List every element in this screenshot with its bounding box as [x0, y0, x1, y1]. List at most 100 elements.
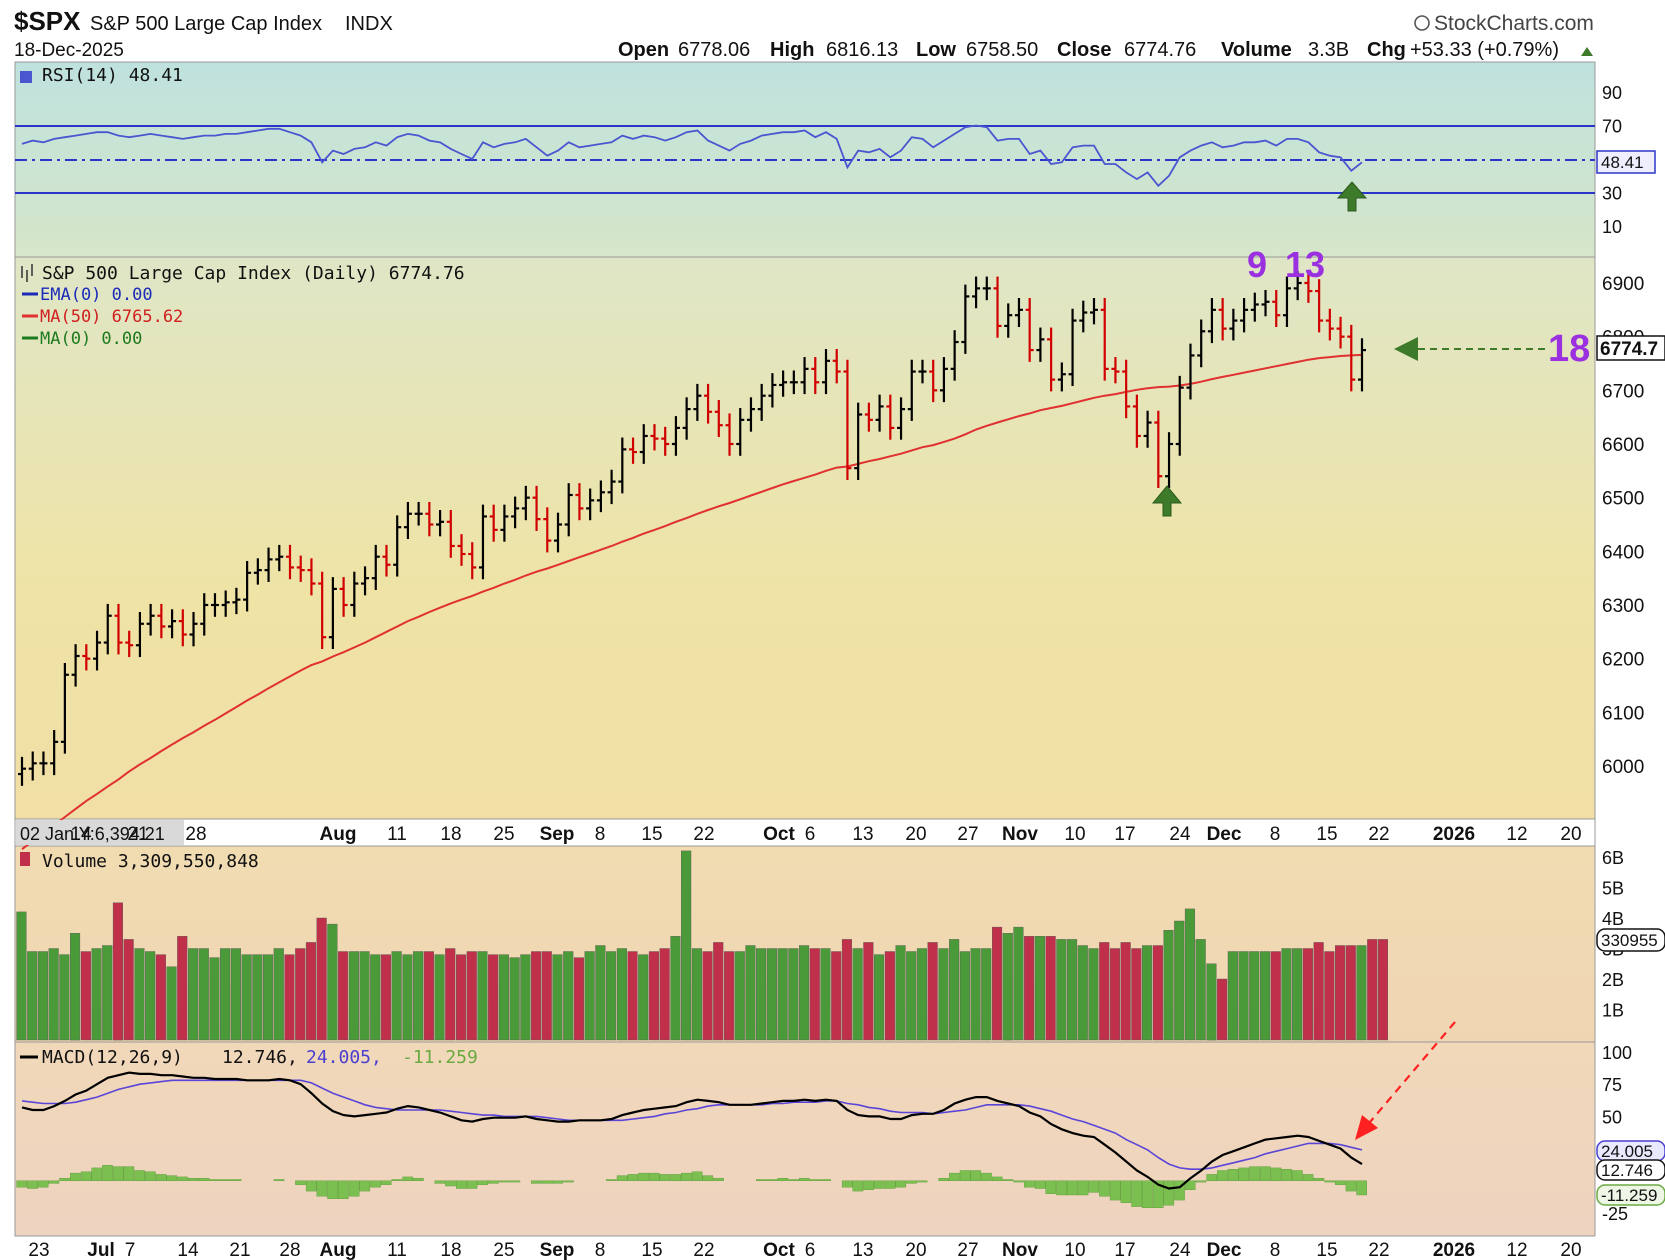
- rsi-tick-label: 70: [1602, 117, 1622, 137]
- price-bar: [843, 359, 852, 480]
- volume-bar: [252, 954, 263, 1041]
- macd-histogram-bar: [1313, 1177, 1325, 1181]
- chg-value: +53.33 (+0.79%): [1410, 39, 1559, 61]
- volume-bar: [498, 954, 509, 1041]
- macd-histogram-bar: [1238, 1167, 1250, 1182]
- macd-histogram-bar: [648, 1172, 660, 1181]
- x-tick-label: 15: [641, 824, 662, 845]
- rsi-panel: [14, 61, 1596, 258]
- volume-bar: [230, 948, 241, 1041]
- volume-bar: [1141, 945, 1153, 1041]
- macd-histogram-bar: [230, 1179, 242, 1181]
- price-bar: [564, 483, 573, 537]
- price-bar: [746, 397, 755, 432]
- x-tick-label: 13: [852, 824, 873, 845]
- price-bar: [607, 469, 616, 505]
- volume-bar: [145, 951, 156, 1041]
- x-tick-label: 6: [805, 1240, 816, 1260]
- macd-histogram-bar: [456, 1180, 467, 1189]
- price-bar: [114, 603, 123, 655]
- macd-histogram-bar: [1206, 1174, 1217, 1182]
- volume-bar: [48, 948, 59, 1041]
- macd-histogram-bar: [756, 1179, 767, 1181]
- macd-histogram-bar: [809, 1179, 821, 1181]
- x-tick-label: 11: [387, 1240, 407, 1260]
- volume-bar: [1345, 945, 1356, 1041]
- volume-bar: [155, 954, 166, 1041]
- volume-bar: [477, 951, 488, 1041]
- up-triangle-icon: [1581, 47, 1593, 56]
- x-tick-label: Aug: [320, 824, 357, 845]
- volume-bar: [520, 954, 531, 1041]
- price-bar: [253, 558, 262, 585]
- price-bar: [1068, 308, 1077, 387]
- price-bar: [221, 590, 230, 617]
- price-bar: [725, 413, 734, 456]
- volume-bar: [241, 954, 252, 1041]
- open-label: Open: [618, 39, 669, 61]
- price-tick-label: 6700: [1602, 381, 1644, 402]
- macd-histogram-bar: [691, 1171, 703, 1182]
- macd-histogram-bar: [884, 1180, 896, 1189]
- volume-bar: [316, 917, 327, 1041]
- price-bar: [446, 510, 455, 558]
- price-bar: [886, 394, 895, 440]
- low-label: Low: [916, 39, 956, 61]
- volume-value: 3.3B: [1308, 39, 1349, 61]
- macd-histogram-bar: [413, 1177, 424, 1181]
- macd-histogram-bar: [1163, 1180, 1175, 1206]
- rsi-legend-swatch: [20, 71, 32, 83]
- volume-bar: [938, 948, 949, 1041]
- macd-histogram-bar: [1324, 1180, 1335, 1183]
- x-tick-label: 22: [693, 824, 714, 845]
- x-tick-label: 21: [127, 824, 148, 845]
- volume-tick-label: 1B: [1602, 1001, 1624, 1021]
- price-bar: [1240, 298, 1249, 333]
- price-bar: [1143, 410, 1152, 448]
- macd-histogram-bar: [1302, 1174, 1314, 1182]
- volume-bar: [102, 945, 113, 1041]
- macd-legend: MACD(12,26,9) 12.746, 24.005, -11.259: [20, 1047, 478, 1068]
- price-bar: [1154, 410, 1163, 489]
- cursor-readout-box: [16, 820, 184, 845]
- price-bar: [296, 555, 305, 582]
- volume-bar: [1013, 926, 1024, 1041]
- price-bar: [71, 644, 80, 687]
- volume-bar: [1313, 942, 1324, 1041]
- macd-histogram-bar: [1174, 1180, 1185, 1201]
- volume-bar: [1099, 942, 1110, 1041]
- macd-histogram-bar: [27, 1180, 38, 1189]
- macd-histogram-bar: [1024, 1180, 1035, 1188]
- volume-bar: [1259, 951, 1271, 1041]
- macd-histogram-bar: [863, 1180, 874, 1191]
- x-tick-label: 22: [1368, 1240, 1389, 1260]
- x-tick-label: 8: [1270, 824, 1281, 845]
- price-bar: [1325, 308, 1334, 341]
- macd-histogram-bar: [123, 1166, 135, 1181]
- price-bar: [50, 730, 59, 776]
- x-tick-label: Oct: [763, 824, 795, 845]
- x-tick-label: 28: [185, 824, 206, 845]
- macd-histogram-bar: [348, 1180, 360, 1197]
- price-bar: [350, 571, 359, 617]
- macd-histogram-bar: [509, 1180, 521, 1183]
- macd-histogram-bar: [541, 1180, 553, 1184]
- high-value: 6816.13: [826, 39, 898, 61]
- price-bar: [854, 402, 863, 480]
- macd-histogram-bar: [841, 1180, 853, 1188]
- price-bar: [425, 501, 434, 537]
- brand-logo: StockCharts.com: [1414, 12, 1594, 35]
- price-bar: [929, 359, 938, 403]
- red-arrow-head-icon: [1355, 1115, 1378, 1140]
- macd-line: [21, 1071, 1363, 1190]
- x-tick-label: 18: [440, 1240, 461, 1260]
- x-tick-label: 20: [1560, 824, 1581, 845]
- rsi-value-box: [1596, 150, 1656, 174]
- volume-bar: [852, 948, 863, 1041]
- volume-bar: [638, 954, 649, 1041]
- x-tick-label: 12: [1506, 824, 1527, 845]
- price-bar: [103, 603, 112, 655]
- price-bar: [125, 630, 134, 658]
- macd-histogram-bar: [1066, 1180, 1078, 1196]
- macd-histogram-bar: [102, 1165, 113, 1182]
